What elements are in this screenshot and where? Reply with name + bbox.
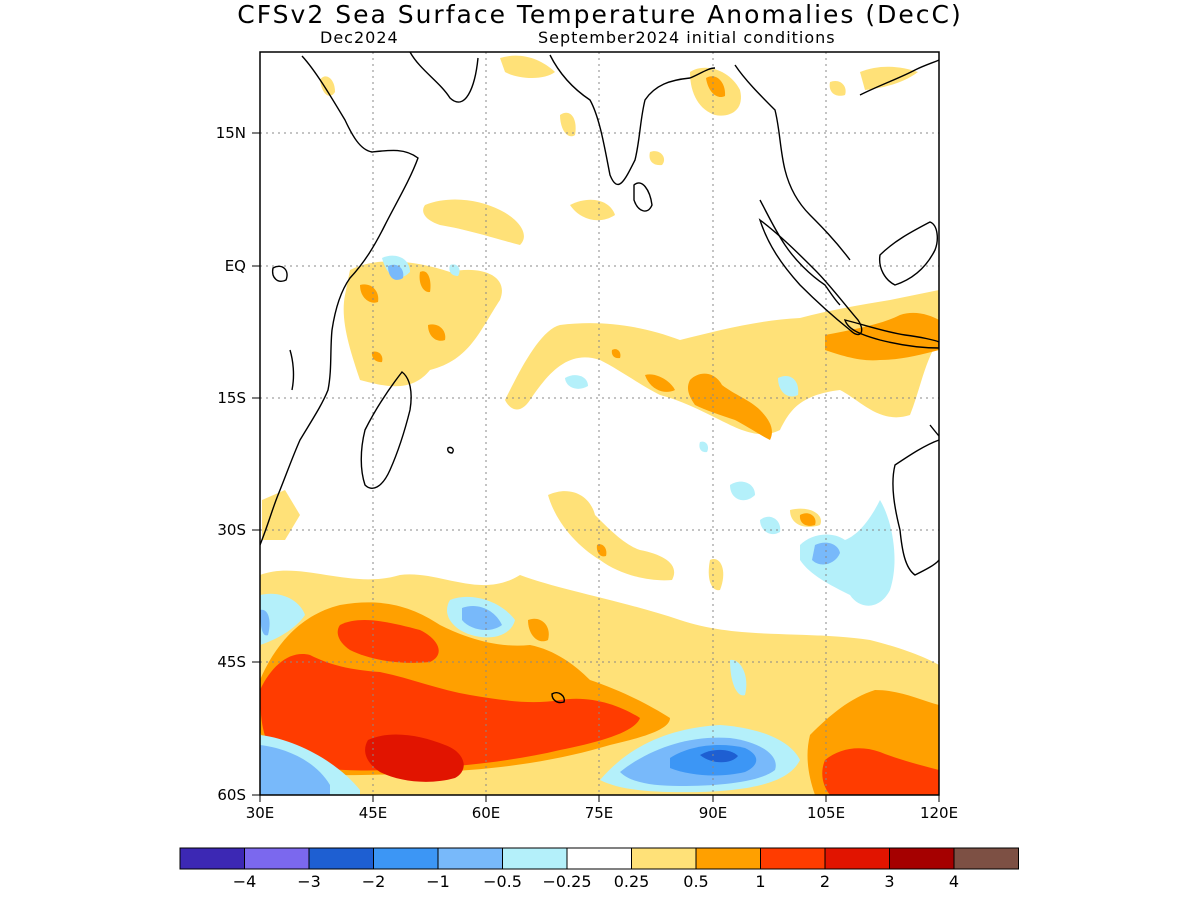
java-coastline: [843, 319, 939, 349]
lake-malawi: [289, 349, 295, 391]
valid-month-label: Dec2024: [320, 28, 399, 47]
indochina-coastline: [734, 64, 851, 261]
anomaly-contour-neg-2: [700, 749, 738, 763]
colorbar-swatch: [308, 847, 374, 870]
chart-title: CFSv2 Sea Surface Temperature Anomalies …: [237, 0, 963, 29]
colorbar-tick-label: 1: [755, 872, 766, 891]
colorbar-swatch: [244, 847, 310, 870]
map-gridlines: [260, 52, 939, 795]
axis-ticks: [252, 132, 940, 802]
lat-label-60s: 60S: [217, 786, 246, 804]
colorbar-swatch: [695, 847, 761, 870]
sri-lanka-coastline: [633, 182, 653, 212]
lat-label-45s: 45S: [217, 653, 246, 671]
lat-label-eq: EQ: [224, 257, 246, 275]
malay-peninsula: [759, 199, 841, 306]
colorbar-swatch: [502, 847, 568, 870]
anomaly-contour-1: [260, 620, 939, 795]
colorbar-tick-label: 2: [819, 872, 831, 891]
sumatra-tip: [929, 424, 939, 437]
colorbar-tick-label: 0.25: [613, 872, 650, 891]
colorbar: [179, 847, 1019, 870]
initial-conditions-label: September2024 initial conditions: [538, 28, 836, 47]
lat-label-15s: 15S: [217, 389, 246, 407]
colorbar-swatch: [824, 847, 890, 870]
colorbar-swatch: [566, 847, 632, 870]
australia-coastline: [892, 439, 939, 576]
lon-label-120e: 120E: [919, 804, 959, 822]
colorbar-tick-label: −1: [426, 872, 450, 891]
anomaly-contour-2: [365, 734, 464, 782]
china-coastline: [859, 59, 939, 96]
colorbar-tick-label: −2: [361, 872, 386, 891]
lake-victoria: [271, 265, 288, 282]
colorbar-swatch: [373, 847, 439, 870]
colorbar-swatch: [760, 847, 826, 870]
lon-label-75e: 75E: [584, 804, 614, 822]
colorbar-swatch: [437, 847, 503, 870]
colorbar-swatch: [953, 847, 1019, 870]
coastlines: [260, 52, 939, 704]
lon-label-45e: 45E: [358, 804, 388, 822]
arabia-coastline: [409, 52, 479, 103]
colorbar-tick-label: 4: [948, 872, 960, 891]
lat-label-30s: 30S: [217, 521, 246, 539]
borneo-coastline: [878, 221, 938, 286]
india-coastline: [549, 54, 716, 186]
colorbar-tick-label: −3: [297, 872, 321, 891]
colorbar-tick-label: −4: [232, 872, 257, 891]
colorbar-tick-label: −0.25: [542, 872, 592, 891]
lon-label-60e: 60E: [471, 804, 501, 822]
africa-coastline: [260, 55, 419, 546]
lon-label-105e: 105E: [806, 804, 846, 822]
colorbar-tick-label: 0.5: [683, 872, 709, 891]
colorbar-swatch: [179, 847, 245, 870]
colorbar-tick-label: 3: [884, 872, 895, 891]
colorbar-tick-label: −0.5: [483, 872, 522, 891]
colorbar-swatch: [889, 847, 955, 870]
lon-label-30e: 30E: [245, 804, 275, 822]
colorbar-swatch: [631, 847, 697, 870]
madagascar-coastline: [360, 371, 412, 489]
kerguelen-coastline: [551, 692, 565, 704]
mauritius-coastline: [447, 446, 454, 454]
lon-label-90e: 90E: [698, 804, 728, 822]
lat-label-15n: 15N: [215, 124, 246, 142]
